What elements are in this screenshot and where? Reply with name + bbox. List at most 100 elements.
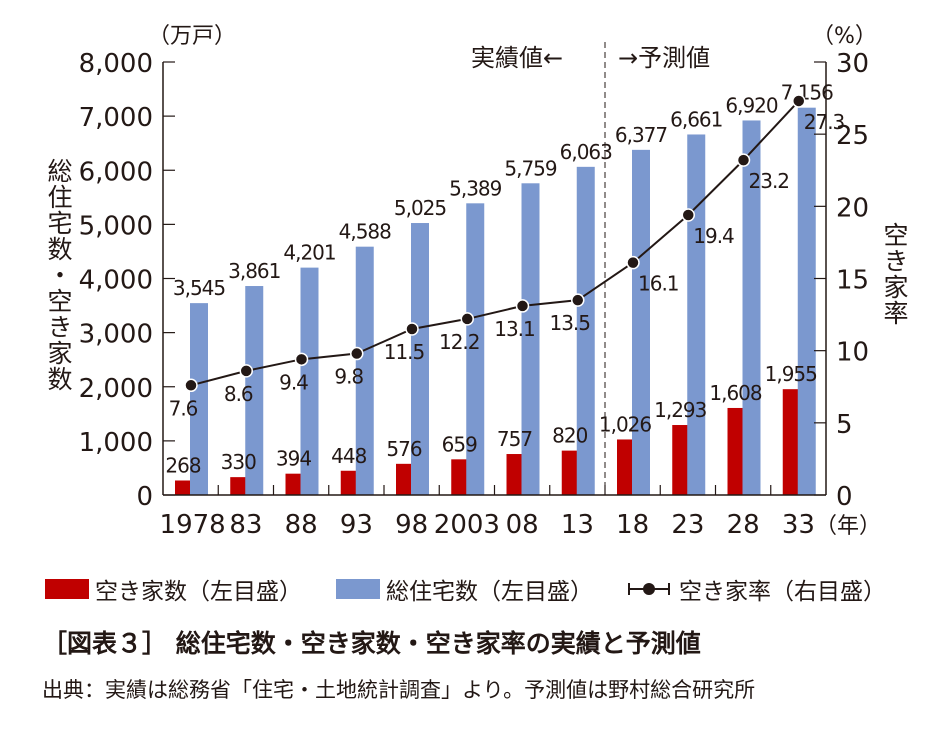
x-tick-label: 33 <box>782 510 815 540</box>
bar-vacant-28 <box>727 407 744 495</box>
label-total: 6,377 <box>615 123 668 147</box>
rate-label: 7.6 <box>169 396 198 420</box>
left-tick-label: 7,000 <box>79 103 153 133</box>
bar-total-1978 <box>190 303 208 495</box>
rate-point-08 <box>515 299 530 313</box>
x-tick-label: 98 <box>395 510 428 540</box>
right-tick-label: 30 <box>836 49 869 79</box>
rate-point-88 <box>294 352 309 367</box>
x-axis-unit: （年） <box>815 514 882 539</box>
bar-total-2003 <box>466 203 485 495</box>
bar-vacant-83 <box>230 477 247 495</box>
bar-total-23 <box>687 134 706 495</box>
left-tick-label: 5,000 <box>79 211 153 241</box>
bar-total-13 <box>576 166 595 495</box>
rate-line <box>190 100 800 387</box>
bar-vacant-1978 <box>175 480 191 495</box>
bar-vacant-98 <box>396 463 412 495</box>
label-vacant: 268 <box>165 453 200 477</box>
figure-caption: ［図表３］ 総住宅数・空き家数・空き家率の実績と予測値 <box>42 629 701 658</box>
rate-label: 9.8 <box>334 365 363 389</box>
rate-point-33 <box>792 94 806 108</box>
legend-item-rate: 空き家率（右目盛） <box>627 572 886 606</box>
label-vacant: 659 <box>442 432 477 456</box>
label-vacant: 576 <box>386 437 421 461</box>
right-tick-label: 25 <box>836 121 869 151</box>
chart: 0 1,000 2,000 3,000 4,000 5,000 6,000 7,000 8,00… <box>79 42 869 540</box>
bar-vacant-93 <box>340 470 357 495</box>
legend-label: 総住宅数（左目盛） <box>386 579 593 605</box>
label-total: 5,025 <box>394 196 446 220</box>
bar-total-98 <box>411 223 429 495</box>
rate-label: 9.4 <box>279 370 308 394</box>
bar-total-88 <box>300 267 319 495</box>
legend: 空き家数（左目盛） 総住宅数（左目盛） 空き家率（右目盛） <box>45 572 920 606</box>
rate-point-28 <box>736 153 751 167</box>
x-tick-label: 28 <box>727 510 760 540</box>
left-tick-label: 3,000 <box>79 320 153 350</box>
label-vacant: 330 <box>221 450 256 474</box>
left-axis-unit: （万戸） <box>148 24 237 49</box>
bar-vacant-2003 <box>451 459 468 495</box>
bar-vacant-23 <box>672 425 689 495</box>
label-total: 3,861 <box>228 259 280 283</box>
left-tick-label: 8,000 <box>79 49 153 79</box>
legend-swatch <box>45 579 89 599</box>
label-total: 5,759 <box>504 156 557 180</box>
left-tick-label: 0 <box>136 482 153 512</box>
x-tick-label: 1978 <box>160 510 226 540</box>
right-tick-label: 10 <box>836 338 869 368</box>
bar-vacant-18 <box>617 439 633 495</box>
legend-label: 空き家数（左目盛） <box>95 579 302 605</box>
rate-point-18 <box>626 255 640 270</box>
label-total: 5,389 <box>449 176 502 200</box>
right-tick-label: 0 <box>836 482 853 512</box>
x-tick-label: 88 <box>285 510 318 540</box>
rate-point-98 <box>405 322 419 336</box>
right-axis-label: 空き家率 <box>880 222 909 326</box>
label-total: 4,201 <box>283 241 335 265</box>
legend-label: 空き家率（右目盛） <box>679 579 886 605</box>
rate-label: 11.5 <box>384 340 425 364</box>
actual-label: 実績値← <box>471 44 564 72</box>
bar-total-08 <box>521 183 540 495</box>
x-tick-label: 18 <box>616 510 649 540</box>
bar-total-28 <box>742 120 761 495</box>
right-tick-label: 20 <box>836 193 869 223</box>
left-tick-label: 1,000 <box>79 428 153 458</box>
left-tick-label: 2,000 <box>79 374 153 404</box>
label-total: 4,588 <box>339 220 392 244</box>
rate-point-23 <box>681 208 695 222</box>
bar-total-33 <box>797 107 816 495</box>
label-vacant: 1,955 <box>765 362 817 386</box>
rate-label: 13.5 <box>549 311 590 335</box>
bar-vacant-33 <box>782 389 799 495</box>
bar-vacant-88 <box>285 473 302 495</box>
label-total: 7,156 <box>781 81 834 105</box>
x-tick-label: 83 <box>229 510 262 540</box>
rate-point-83 <box>239 364 253 378</box>
label-vacant: 1,026 <box>599 412 652 436</box>
label-total: 6,920 <box>725 93 778 117</box>
right-axis-unit: （%） <box>812 24 877 49</box>
forecast-label: →予測値 <box>618 44 711 72</box>
rate-label: 23.2 <box>749 169 790 193</box>
rate-label: 27.3 <box>804 110 845 134</box>
label-total: 3,545 <box>173 276 225 300</box>
left-tick-label: 4,000 <box>79 266 153 296</box>
legend-swatch <box>336 579 380 599</box>
x-tick-label: 08 <box>506 510 539 540</box>
label-vacant: 1,293 <box>654 398 707 422</box>
rate-point-1978 <box>184 378 198 393</box>
bar-total-18 <box>632 149 650 495</box>
x-tick-label: 2003 <box>434 510 500 540</box>
label-vacant: 448 <box>331 444 366 468</box>
label-total: 6,063 <box>560 140 613 164</box>
bar-total-83 <box>245 286 264 495</box>
left-axis-label: 総住宅数・空き家数 <box>44 158 73 392</box>
left-tick-label: 6,000 <box>79 157 153 187</box>
source-note: 出典：実績は総務省「住宅・土地統計調査」より。予測値は野村総合研究所 <box>42 678 756 702</box>
rate-point-13 <box>571 293 585 307</box>
label-vacant: 757 <box>497 427 532 451</box>
x-tick-label: 23 <box>671 510 704 540</box>
